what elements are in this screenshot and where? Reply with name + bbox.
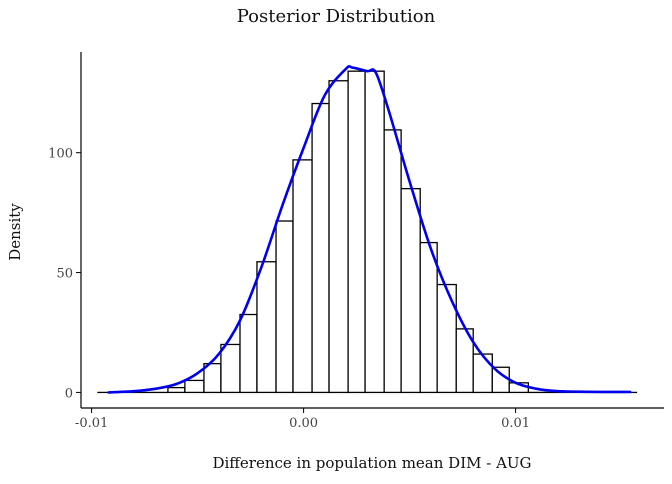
histogram-bar <box>437 285 456 393</box>
x-axis-label: Difference in population mean DIM - AUG <box>212 454 531 472</box>
chart-title: Posterior Distribution <box>237 6 436 27</box>
histogram-bars <box>98 71 636 392</box>
x-axis-ticks: -0.01 0.00 0.01 <box>75 408 530 431</box>
histogram-bar <box>168 388 185 393</box>
histogram-bar <box>365 71 384 392</box>
histogram-bar <box>384 130 401 393</box>
x-tick-label: 0.00 <box>289 416 318 431</box>
y-tick-label: 50 <box>56 267 73 282</box>
histogram-bar <box>473 354 492 392</box>
histogram-bar <box>420 243 437 393</box>
y-tick-label: 0 <box>65 386 73 401</box>
y-axis-ticks: 0 50 100 <box>48 147 81 402</box>
histogram-bar <box>240 315 257 393</box>
histogram-bar <box>348 71 365 392</box>
histogram-bar <box>276 221 293 392</box>
x-tick-label: 0.01 <box>501 416 530 431</box>
histogram-bar <box>185 380 204 392</box>
y-tick-label: 100 <box>48 147 73 162</box>
histogram-bar <box>293 160 312 393</box>
x-tick-label: -0.01 <box>75 416 108 431</box>
histogram-bar <box>221 344 240 392</box>
histogram-bar <box>401 189 420 393</box>
histogram-bar <box>492 367 509 392</box>
histogram-bar <box>257 262 276 393</box>
y-axis-label: Density <box>6 203 24 261</box>
histogram-bar <box>329 81 348 393</box>
histogram-bar <box>312 104 329 393</box>
